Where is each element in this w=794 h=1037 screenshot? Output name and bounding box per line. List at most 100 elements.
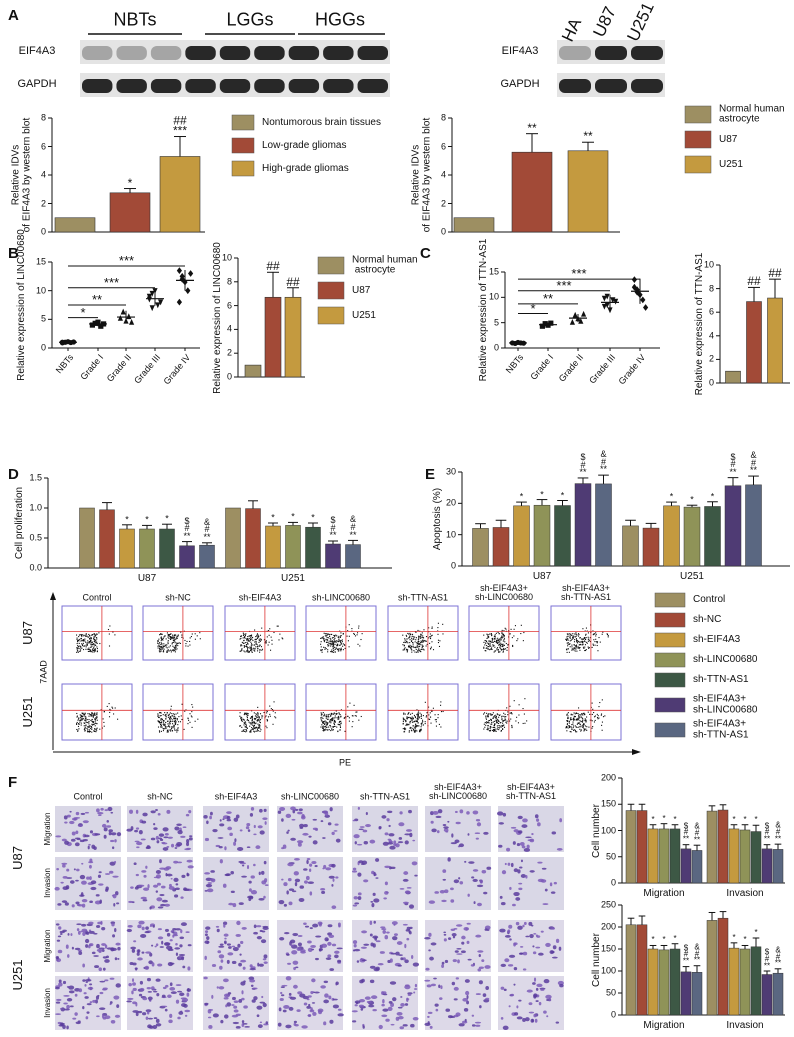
flow-event [435,725,438,727]
flow-event [576,718,579,720]
stained-cell [145,1016,149,1020]
flow-event [360,715,362,718]
stained-cell [176,861,183,864]
flow-event [574,719,576,721]
stained-cell [108,831,112,836]
flow-event [175,636,177,638]
flow-event [160,649,162,651]
stained-cell [327,941,332,946]
flow-event [483,713,485,715]
flow-event [407,717,409,719]
blot-group-label: NBTs [113,9,157,30]
flow-event [575,632,577,634]
flow-event [82,644,84,646]
stained-cell [75,1021,81,1025]
flow-event [76,638,78,640]
flow-event [171,727,173,729]
flow-event [565,648,568,650]
flow-event [331,641,333,643]
flow-event [89,641,91,643]
flow-event [430,647,432,650]
stained-cell [389,958,393,963]
flow-event [172,636,174,638]
flow-event [83,728,85,730]
flow-event [421,719,424,721]
stained-cell [159,838,164,842]
stained-cell [281,878,284,881]
y-tick-label: 10 [703,259,714,270]
flow-event [421,632,423,634]
flow-event [93,643,95,645]
flow-event [161,643,163,645]
flow-event [251,715,254,717]
stained-cell [249,895,254,900]
stained-cell [528,1002,533,1006]
flow-event [253,731,256,733]
stained-cell [169,939,173,942]
flow-event [249,639,251,641]
flow-event [571,648,574,650]
flow-event [578,714,580,716]
flow-event [336,712,338,714]
flow-event [432,649,435,651]
flow-event [335,640,337,642]
flow-event [404,731,406,733]
flow-event [327,715,329,717]
stained-cell [129,961,134,966]
bar [99,509,115,569]
stained-cell [240,959,247,963]
y-tick-label: 0.0 [29,562,42,573]
flow-event [414,728,416,730]
flow-event [167,641,169,643]
flow-event [501,715,503,717]
stained-cell [444,889,449,894]
flow-events [402,701,444,733]
flow-event [497,639,500,641]
stained-cell [112,875,119,878]
stained-cell [165,984,169,988]
legend-label: High-grade gliomas [262,162,349,174]
flow-event [494,634,496,636]
stained-cell [204,933,208,937]
flow-event [569,731,571,733]
stained-cell [323,980,329,984]
y-tick-label: 0 [40,226,46,237]
flow-event [324,725,327,727]
stained-cell [207,1016,212,1019]
stained-cell [382,1008,389,1012]
flow-event [514,625,517,627]
flow-event [413,714,416,716]
panel-letter: C [420,245,431,262]
stained-cell [76,903,81,907]
flow-event [576,641,578,643]
flow-event [91,712,93,714]
flow-event [80,715,83,717]
flow-event [571,649,573,651]
stained-cell [174,826,180,831]
flow-event [158,730,161,732]
stained-cell [143,874,147,878]
stained-cell [149,925,152,928]
stained-cell [115,942,121,946]
flow-event [332,648,334,650]
flow-event [512,645,514,648]
stained-cell [306,998,310,1001]
stained-cell [230,890,235,894]
flow-event [418,635,420,637]
flow-event [522,707,524,710]
flow-event [342,649,344,651]
flow-plot [550,605,622,661]
stained-cell [372,935,379,939]
flow-event [418,637,420,639]
stained-cell [285,813,292,819]
flow-event [93,730,95,732]
flow-event [273,631,275,634]
stained-cell [212,1013,219,1018]
flow-event [494,635,496,637]
stained-cell [186,873,190,877]
flow-event [584,649,587,652]
flow-event [596,713,598,715]
flow-event [359,645,361,647]
flow-event [162,637,164,639]
flow-event [83,714,85,716]
